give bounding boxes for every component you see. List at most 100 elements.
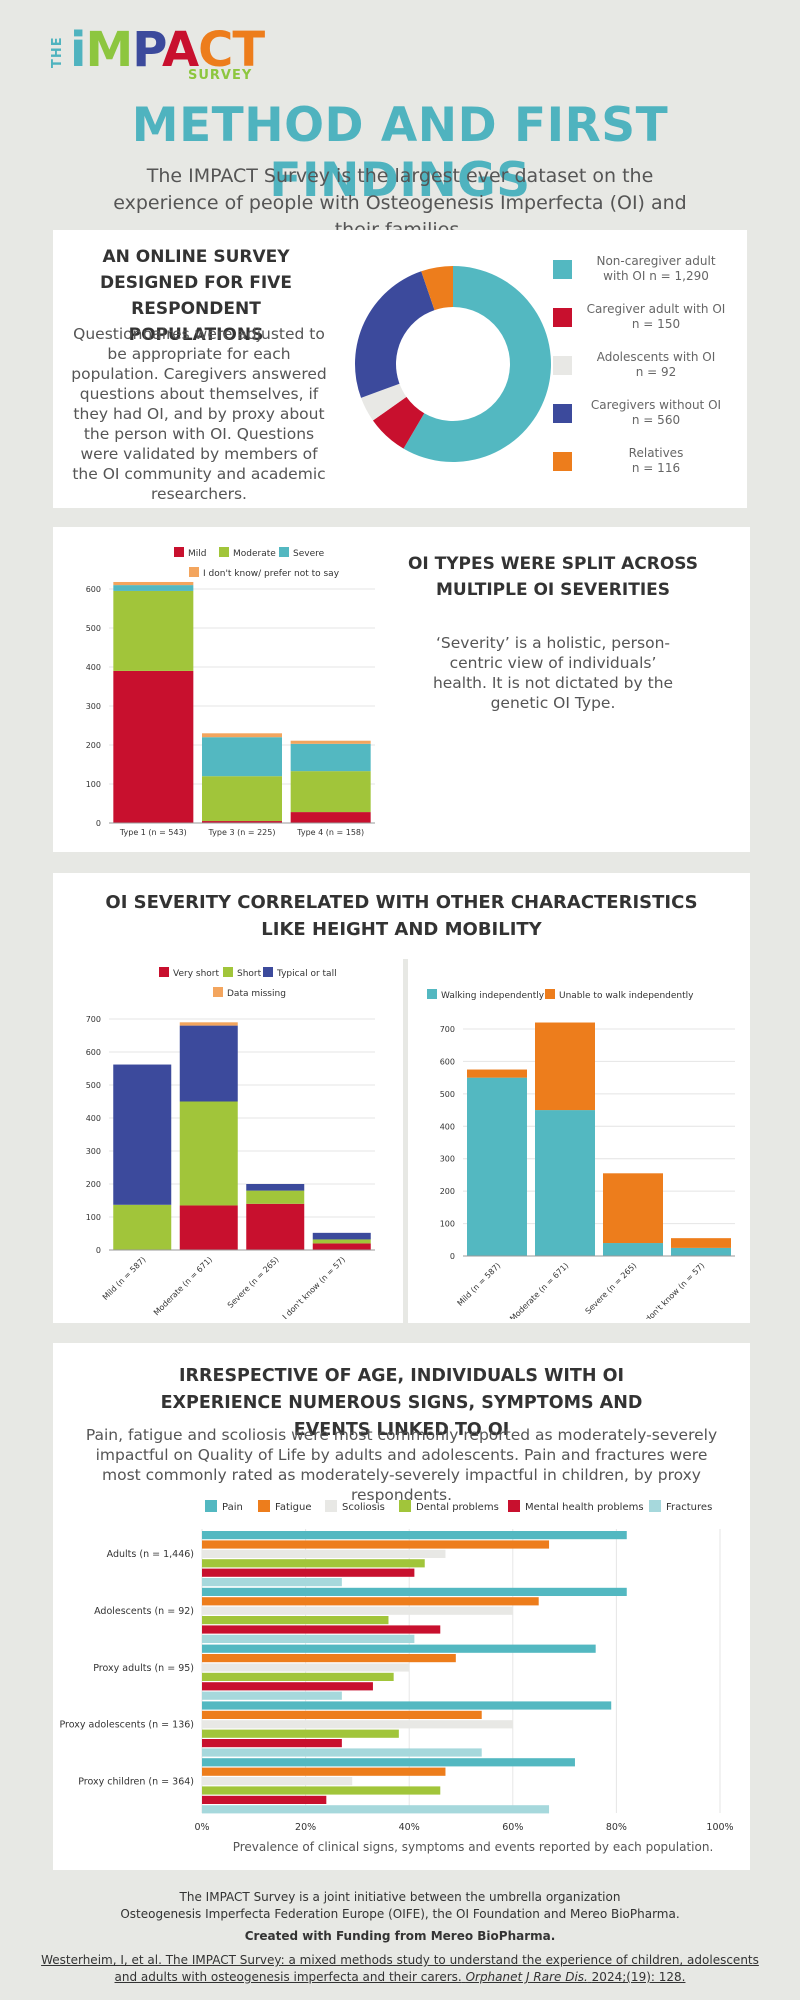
bar-i-don-t-know-n-57-unable-to-walk-independently (671, 1238, 731, 1248)
bar-severe-n-265-very-short (246, 1203, 305, 1250)
bar-type-3-n-225-moderate (202, 776, 282, 822)
legend-label-relatives: Relatives n = 116 (628, 446, 684, 475)
legend-swatch-dental-problems (399, 1500, 411, 1512)
severity-mobility-chart: Walking independently Unable to walk inde… (427, 989, 735, 1319)
x-tick-label: 60% (502, 1822, 523, 1833)
y-tick-label: 400 (440, 1122, 455, 1131)
legend-label-pain: Pain (222, 1502, 243, 1513)
donut-slice-non-caregiver-adult-with-oi (403, 266, 551, 462)
y-tick-label: 600 (86, 585, 101, 594)
legend-label-data-missing: Data missing (227, 989, 286, 999)
x-tick-label: Mild (n = 587) (456, 1261, 503, 1308)
bar-i-don-t-know-n-57-typical-or-tall (312, 1232, 371, 1240)
legend-swatch-typical-or-tall (263, 967, 273, 977)
bar-severe-n-265-short (246, 1190, 305, 1204)
legend-swatch-relatives (553, 452, 572, 471)
legend-label-adolescents-with-oi: Adolescents with OI n = 92 (596, 350, 716, 379)
legend-label-caregivers-without-oi: Caregivers without OI n = 560 (590, 398, 722, 427)
bar-mild-n-587-walking-independently (467, 1077, 527, 1256)
y-tick-label: 600 (440, 1057, 455, 1066)
legend-label-severe: Severe (293, 549, 325, 559)
respondents-donut-chart (355, 266, 551, 462)
y-tick-label: Proxy children (n = 364) (78, 1776, 194, 1787)
bar-mild-n-587-unable-to-walk-independently (467, 1069, 527, 1078)
bar-proxy-children-n-364-fractures (202, 1805, 550, 1814)
legend-label-fatigue: Fatigue (275, 1502, 312, 1513)
x-tick-label: 40% (399, 1822, 420, 1833)
y-tick-label: 0 (96, 819, 101, 828)
section4-heading: IRRESPECTIVE OF AGE, INDIVIDUALS WITH OI… (160, 1366, 643, 1440)
y-tick-label: 700 (86, 1015, 101, 1024)
bar-moderate-n-671-typical-or-tall (179, 1025, 238, 1102)
legend-label-dental-problems: Dental problems (416, 1502, 499, 1513)
legend-label-scoliosis: Scoliosis (342, 1502, 385, 1513)
y-tick-label: 400 (86, 1114, 101, 1123)
symptoms-prevalence-chart: Pain Fatigue Scoliosis Dental problems Menta… (60, 1500, 734, 1833)
respondents-legend: Non-caregiver adult with OI n = 1,290 Care… (553, 250, 743, 500)
legend-label-mild: Mild (188, 549, 206, 559)
legend-swatch-i-don-t-know-prefer-not-to-say (189, 567, 199, 577)
section-oi-types-card: Mild Moderate Severe I don't know/ prefer n… (53, 527, 750, 852)
section3-heading: OI SEVERITY CORRELATED WITH OTHER CHARAC… (105, 892, 698, 940)
logo-the: THE (50, 36, 65, 68)
bar-proxy-children-n-364-mental-health-problems (202, 1795, 327, 1804)
legend-label-unable-to-walk-independently: Unable to walk independently (559, 991, 694, 1001)
bar-moderate-n-671-unable-to-walk-independently (535, 1022, 595, 1111)
bar-proxy-adolescents-n-136-dental-problems (202, 1729, 399, 1738)
bar-proxy-adults-n-95-scoliosis (202, 1663, 410, 1672)
legend-swatch-data-missing (213, 987, 223, 997)
legend-swatch-caregivers-without-oi (553, 404, 572, 423)
bar-adults-n-1-446-scoliosis (202, 1549, 446, 1558)
section4-text: Pain, fatigue and scoliosis were most co… (85, 1426, 718, 1504)
bar-proxy-adolescents-n-136-scoliosis (202, 1720, 513, 1729)
y-tick-label: 0 (450, 1252, 455, 1261)
section1-heading: AN ONLINE SURVEY DESIGNED FOR FIVE RESPO… (100, 247, 292, 345)
y-tick-label: Adolescents (n = 92) (94, 1606, 194, 1617)
bar-type-4-n-158-severe (290, 743, 371, 772)
bar-type-1-n-543-severe (113, 585, 194, 591)
bar-moderate-n-671-very-short (179, 1205, 238, 1250)
x-tick-label: I don't know (n = 57) (640, 1261, 706, 1319)
y-tick-label: 400 (86, 663, 101, 672)
bar-severe-n-265-typical-or-tall (246, 1184, 305, 1191)
legend-swatch-unable-to-walk-independently (545, 989, 555, 999)
x-tick-label: I don't know (n = 57) (281, 1255, 347, 1319)
section2-heading: OI TYPES WERE SPLIT ACROSS MULTIPLE OI S… (407, 554, 699, 600)
bar-proxy-children-n-364-dental-problems (202, 1786, 441, 1795)
bar-proxy-adults-n-95-dental-problems (202, 1672, 394, 1681)
x-tick-label: Severe (n = 265) (584, 1261, 639, 1316)
bar-moderate-n-671-short (179, 1101, 238, 1206)
bar-adolescents-n-92-pain (202, 1587, 627, 1596)
bar-i-don-t-know-n-57-very-short (312, 1243, 371, 1250)
footer-funding: Created with Funding from Mereo BioPharm… (244, 1929, 556, 1943)
bar-i-don-t-know-n-57-walking-independently (671, 1247, 731, 1256)
y-tick-label: 500 (86, 1081, 101, 1090)
bar-type-4-n-158-moderate (290, 771, 371, 813)
legend-swatch-scoliosis (325, 1500, 337, 1512)
donut-slice-caregivers-without-oi (355, 271, 435, 398)
y-tick-label: 100 (86, 1213, 101, 1222)
x-tick-label: Type 4 (n = 158) (296, 828, 364, 837)
bar-type-1-n-543-mild (113, 670, 194, 823)
bar-mild-n-587-short (113, 1204, 172, 1250)
y-tick-label: 0 (96, 1246, 101, 1255)
bar-mild-n-587-typical-or-tall (113, 1064, 172, 1205)
y-tick-label: 500 (440, 1090, 455, 1099)
chart5-caption: Prevalence of clinical signs, symptoms a… (232, 1840, 714, 1854)
x-tick-label: Moderate (n = 671) (152, 1255, 214, 1317)
donut-slice-caregiver-adult-with-oi (372, 396, 425, 449)
bar-adolescents-n-92-mental-health-problems (202, 1625, 441, 1634)
legend-swatch-mild (174, 547, 184, 557)
reference-link-line1[interactable]: Westerheim, I, et al. The IMPACT Survey:… (41, 1953, 759, 1967)
legend-label-short: Short (237, 969, 262, 979)
legend-label-mental-health-problems: Mental health problems (525, 1502, 644, 1513)
reference-link-line2[interactable]: and adults with osteogenesis imperfecta … (114, 1970, 686, 1984)
y-tick-label: 200 (86, 741, 101, 750)
legend-swatch-short (223, 967, 233, 977)
logo-survey: SURVEY (188, 68, 253, 83)
bar-moderate-n-671-data-missing (179, 1022, 238, 1026)
impact-logo: THE iMPACT SURVEY (48, 22, 288, 88)
page-title: METHOD AND FIRST FINDINGS (131, 98, 669, 208)
legend-swatch-moderate (219, 547, 229, 557)
donut-slice-adolescents-with-oi (361, 383, 407, 421)
